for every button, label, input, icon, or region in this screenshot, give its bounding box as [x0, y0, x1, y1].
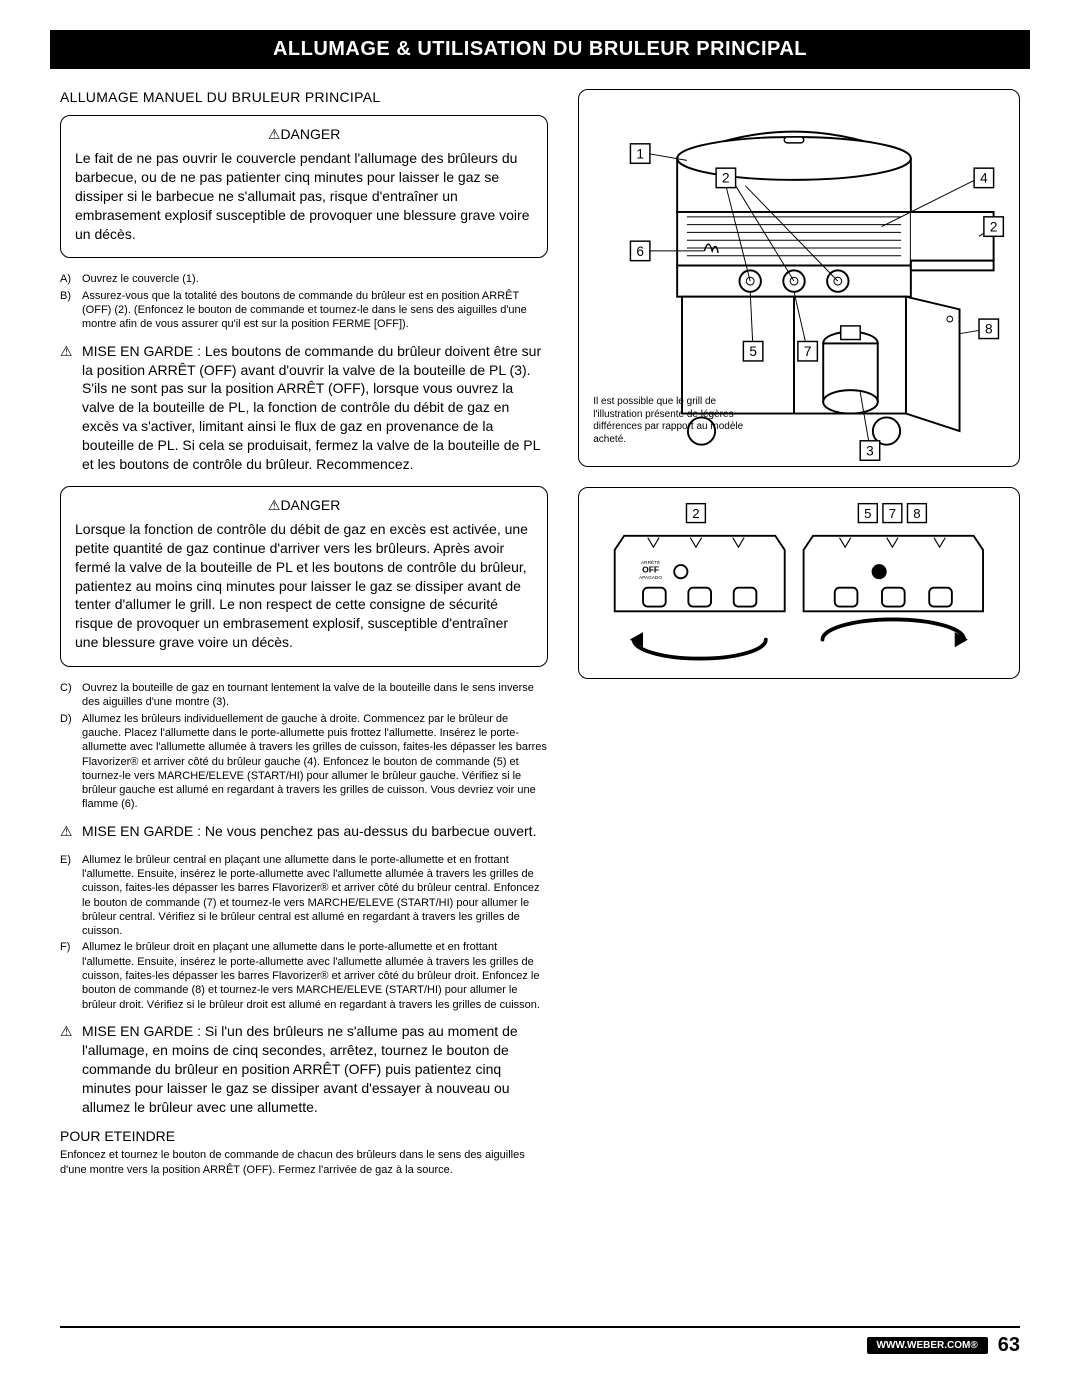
danger-body-2: Lorsque la fonction de contrôle du débit… [75, 520, 533, 652]
step-text: Ouvrez le couvercle (1). [82, 272, 199, 286]
footer-url: WWW.WEBER.COM® [867, 1337, 988, 1354]
danger-heading-1: ⚠DANGER [75, 126, 533, 143]
svg-text:APAGADO: APAGADO [639, 575, 662, 581]
step-letter: E) [60, 853, 82, 939]
danger-box-1: ⚠DANGER Le fait de ne pas ouvrir le couv… [60, 115, 548, 258]
footer-rule [60, 1326, 1020, 1328]
svg-text:5: 5 [750, 344, 758, 359]
step-c: C)Ouvrez la bouteille de gaz en tournant… [60, 681, 548, 710]
caution-3: ⚠MISE EN GARDE : Si l'un des brûleurs ne… [60, 1022, 548, 1116]
svg-text:2: 2 [693, 506, 700, 521]
svg-text:7: 7 [804, 344, 812, 359]
steps-ef: E)Allumez le brûleur central en plaçant … [60, 853, 548, 1012]
section-heading-allumage: ALLUMAGE MANUEL DU BRULEUR PRINCIPAL [60, 89, 548, 105]
caution-1: ⚠MISE EN GARDE : Les boutons de commande… [60, 342, 548, 474]
step-text: Assurez-vous que la totalité des boutons… [82, 289, 548, 332]
step-e: E)Allumez le brûleur central en plaçant … [60, 853, 548, 939]
page-title: ALLUMAGE & UTILISATION DU BRULEUR PRINCI… [50, 38, 1030, 61]
danger-body-1: Le fait de ne pas ouvrir le couvercle pe… [75, 149, 533, 243]
right-column: 1 2 4 2 6 5 7 8 3 [578, 89, 1020, 1177]
caution-3-text: MISE EN GARDE : Si l'un des brûleurs ne … [82, 1023, 518, 1115]
danger-box-2: ⚠DANGER Lorsque la fonction de contrôle … [60, 486, 548, 667]
figure-caption: Il est possible que le grill de l'illust… [593, 396, 743, 446]
caution-1-text: MISE EN GARDE : Les boutons de commande … [82, 343, 541, 472]
danger-heading-2: ⚠DANGER [75, 497, 533, 514]
caution-2-text: MISE EN GARDE : Ne vous penchez pas au-d… [82, 823, 536, 839]
eteindre-heading: POUR ETEINDRE [60, 1128, 548, 1144]
step-letter: C) [60, 681, 82, 710]
step-f: F)Allumez le brûleur droit en plaçant un… [60, 940, 548, 1011]
step-text: Allumez le brûleur central en plaçant un… [82, 853, 548, 939]
steps-cd: C)Ouvrez la bouteille de gaz en tournant… [60, 681, 548, 812]
svg-text:4: 4 [980, 171, 988, 186]
step-text: Ouvrez la bouteille de gaz en tournant l… [82, 681, 548, 710]
svg-text:5: 5 [864, 506, 871, 521]
svg-text:1: 1 [637, 146, 645, 161]
step-text: Allumez les brûleurs individuellement de… [82, 712, 548, 812]
step-b: B)Assurez-vous que la totalité des bouto… [60, 289, 548, 332]
svg-text:8: 8 [985, 322, 993, 337]
steps-ab: A)Ouvrez le couvercle (1). B)Assurez-vou… [60, 272, 548, 331]
page-number: 63 [998, 1334, 1020, 1357]
left-column: ALLUMAGE MANUEL DU BRULEUR PRINCIPAL ⚠DA… [60, 89, 548, 1177]
eteindre-body: Enfoncez et tournez le bouton de command… [60, 1148, 548, 1177]
step-letter: D) [60, 712, 82, 812]
caution-2: ⚠MISE EN GARDE : Ne vous penchez pas au-… [60, 822, 548, 841]
svg-text:2: 2 [722, 171, 730, 186]
step-a: A)Ouvrez le couvercle (1). [60, 272, 548, 286]
figure-grill: 1 2 4 2 6 5 7 8 3 [578, 89, 1020, 467]
step-letter: F) [60, 940, 82, 1011]
content-columns: ALLUMAGE MANUEL DU BRULEUR PRINCIPAL ⚠DA… [60, 89, 1020, 1177]
title-bar: ALLUMAGE & UTILISATION DU BRULEUR PRINCI… [50, 30, 1030, 69]
step-letter: A) [60, 272, 82, 286]
knob-svg: 2 5 7 8 ARRÊTÉ OFF [589, 498, 1009, 668]
page-footer: WWW.WEBER.COM® 63 [60, 1326, 1020, 1357]
svg-text:2: 2 [990, 219, 998, 234]
svg-text:OFF: OFF [642, 565, 659, 575]
svg-text:6: 6 [637, 244, 645, 259]
step-text: Allumez le brûleur droit en plaçant une … [82, 940, 548, 1011]
step-letter: B) [60, 289, 82, 332]
svg-text:8: 8 [914, 506, 921, 521]
step-d: D)Allumez les brûleurs individuellement … [60, 712, 548, 812]
figure-knobs: 2 5 7 8 ARRÊTÉ OFF [578, 487, 1020, 679]
svg-text:7: 7 [889, 506, 896, 521]
